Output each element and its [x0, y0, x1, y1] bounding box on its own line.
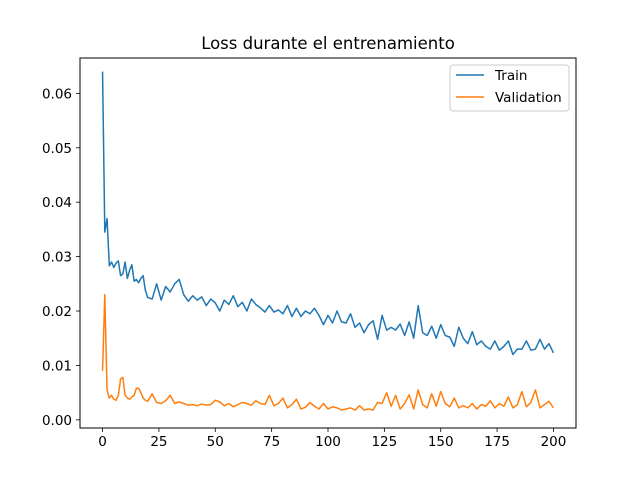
- chart-title: Loss durante el entrenamiento: [201, 34, 455, 53]
- series-line-validation: [101, 293, 555, 411]
- legend-label-validation: Validation: [495, 90, 562, 106]
- legend: Train Validation: [449, 64, 570, 112]
- y-tick-label: 0.06: [42, 86, 72, 102]
- y-tick-label: 0.03: [42, 250, 72, 266]
- x-tick-label: 0: [98, 434, 107, 450]
- y-tick-label: 0.04: [42, 195, 72, 211]
- x-tick-label: 125: [371, 434, 397, 450]
- y-tick-label: 0.02: [42, 304, 72, 320]
- y-tick-label: 0.01: [42, 358, 72, 374]
- y-tick-label: 0.00: [42, 413, 72, 429]
- x-tick-label: 25: [150, 434, 167, 450]
- x-tick-label: 75: [263, 434, 280, 450]
- x-tick-label: 50: [207, 434, 224, 450]
- y-tick-label: 0.05: [42, 141, 72, 157]
- axis-layer: 0 25 50 75 100 125 150 175 200 0.00 0.01 0.02 0.03 0.…: [42, 86, 566, 450]
- legend-box: [449, 64, 570, 112]
- x-tick-label: 175: [484, 434, 510, 450]
- legend-label-train: Train: [494, 68, 527, 84]
- series-layer: [101, 71, 555, 411]
- x-tick-label: 150: [428, 434, 454, 450]
- x-tick-label: 100: [315, 434, 341, 450]
- x-tick-label: 200: [541, 434, 567, 450]
- series-line-train: [101, 71, 555, 356]
- plot-frame: [79, 57, 577, 429]
